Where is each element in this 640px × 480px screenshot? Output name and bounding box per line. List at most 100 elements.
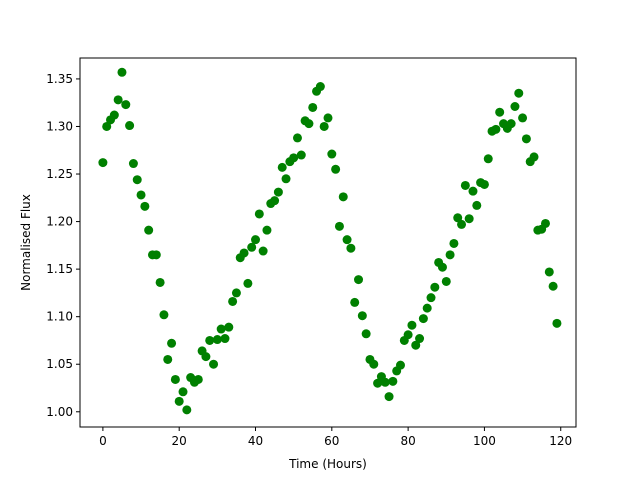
y-axis-ticks: 1.00 1.05 1.10 1.15 1.20 1.25 1.30 1.35 — [46, 72, 80, 419]
data-point — [121, 100, 131, 110]
data-point — [384, 392, 394, 402]
data-point — [338, 192, 348, 202]
y-tick-label: 1.05 — [46, 357, 73, 371]
x-tick-label: 20 — [172, 434, 187, 448]
data-point — [201, 352, 211, 362]
data-point — [552, 318, 562, 328]
data-point — [205, 335, 215, 345]
data-point — [167, 338, 177, 348]
data-point — [529, 152, 539, 162]
data-point — [251, 235, 261, 245]
data-point — [388, 376, 398, 386]
data-point — [323, 113, 333, 123]
data-point — [342, 235, 352, 245]
data-point — [422, 303, 432, 313]
data-point — [445, 250, 455, 260]
data-point — [247, 242, 257, 252]
data-point — [220, 334, 230, 344]
data-point — [334, 221, 344, 231]
data-point — [258, 246, 268, 256]
data-point — [132, 175, 142, 185]
x-axis-ticks: 0 20 40 60 80 100 120 — [99, 427, 572, 448]
x-axis-label: Time (Hours) — [288, 457, 367, 471]
data-point — [319, 121, 329, 131]
data-point — [262, 225, 272, 235]
y-tick-label: 1.20 — [46, 215, 73, 229]
data-point — [407, 320, 417, 330]
data-point — [178, 387, 188, 397]
data-point — [403, 330, 413, 340]
data-point — [270, 196, 280, 206]
data-point — [117, 67, 127, 77]
data-point — [151, 250, 161, 260]
y-tick-label: 1.15 — [46, 262, 73, 276]
data-point — [296, 150, 306, 160]
data-point — [140, 201, 150, 211]
data-point — [327, 149, 337, 159]
data-point — [239, 248, 249, 258]
data-point — [441, 276, 451, 286]
data-points — [98, 67, 562, 415]
y-axis-label: Normalised Flux — [19, 194, 33, 291]
data-point — [468, 186, 478, 196]
data-point — [437, 262, 447, 272]
data-point — [159, 310, 169, 320]
data-point — [212, 335, 222, 345]
data-point — [495, 107, 505, 117]
data-point — [331, 164, 341, 174]
data-point — [98, 158, 108, 168]
data-point — [491, 124, 501, 134]
y-tick-label: 1.00 — [46, 405, 73, 419]
data-point — [518, 113, 528, 123]
data-point — [144, 225, 154, 235]
y-tick-label: 1.25 — [46, 167, 73, 181]
data-point — [483, 154, 493, 164]
data-point — [464, 214, 474, 224]
data-point — [479, 179, 489, 189]
data-point — [102, 121, 112, 131]
data-point — [273, 187, 283, 197]
data-point — [460, 180, 470, 190]
data-point — [170, 374, 180, 384]
data-point — [315, 82, 325, 92]
x-tick-label: 60 — [324, 434, 339, 448]
data-point — [113, 95, 123, 105]
data-point — [163, 354, 173, 364]
data-point — [304, 119, 314, 129]
x-tick-label: 0 — [99, 434, 107, 448]
x-tick-label: 100 — [473, 434, 496, 448]
data-point — [209, 359, 219, 369]
data-point — [453, 213, 463, 223]
data-point — [457, 219, 467, 229]
plot-frame — [79, 57, 577, 428]
y-tick-label: 1.30 — [46, 119, 73, 133]
data-point — [506, 119, 516, 129]
data-point — [231, 288, 241, 298]
data-point — [369, 359, 379, 369]
data-point — [289, 153, 299, 163]
data-point — [125, 121, 135, 131]
y-tick-label: 1.10 — [46, 310, 73, 324]
x-tick-label: 40 — [248, 434, 263, 448]
data-point — [350, 297, 360, 307]
data-point — [373, 378, 383, 388]
data-point — [418, 314, 428, 324]
data-point — [521, 134, 531, 144]
data-point — [540, 218, 550, 228]
data-point — [193, 374, 203, 384]
data-point — [281, 174, 291, 184]
data-point — [426, 293, 436, 303]
data-point — [354, 275, 364, 285]
data-point — [243, 278, 253, 288]
data-point — [155, 277, 165, 287]
data-point — [411, 340, 421, 350]
data-point — [449, 238, 459, 248]
data-point — [472, 200, 482, 210]
data-point — [128, 159, 138, 169]
data-point — [224, 322, 234, 332]
data-point — [228, 296, 238, 306]
data-point — [292, 133, 302, 143]
data-point — [254, 209, 264, 219]
